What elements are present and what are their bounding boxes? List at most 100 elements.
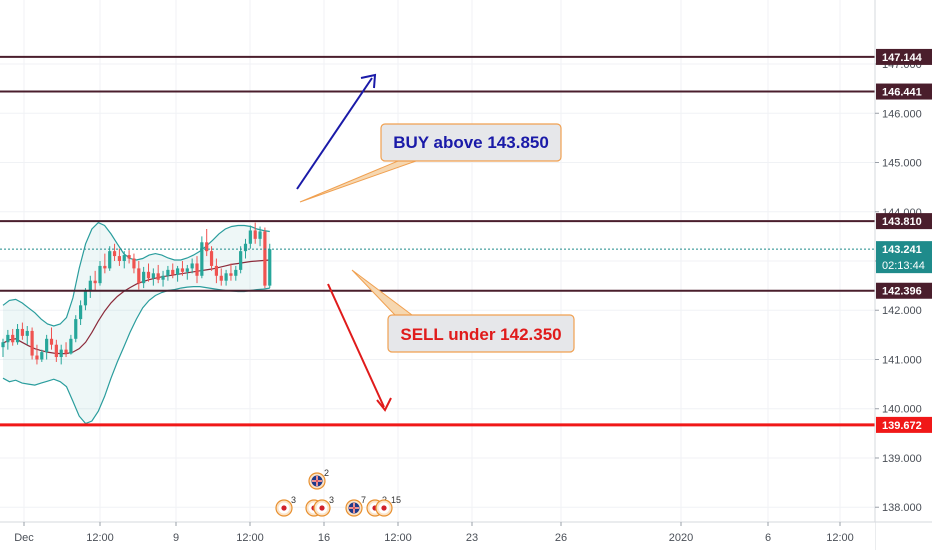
candle[interactable] xyxy=(122,251,126,269)
candle[interactable] xyxy=(205,228,209,257)
candle[interactable] xyxy=(69,334,73,355)
candle[interactable] xyxy=(103,253,107,274)
price-tick-label: 142.000 xyxy=(882,305,922,317)
candle[interactable] xyxy=(166,265,170,281)
candle[interactable] xyxy=(108,246,112,271)
candle[interactable] xyxy=(151,268,155,286)
candle[interactable] xyxy=(239,246,243,274)
price-axis-panel[interactable] xyxy=(875,0,932,550)
candles[interactable] xyxy=(1,222,272,365)
sell-callout[interactable]: SELL under 142.350 xyxy=(351,269,575,353)
level-147-144-label[interactable]: 147.144 xyxy=(876,48,932,65)
economic-events[interactable]: 3237315 xyxy=(275,468,401,517)
candle[interactable] xyxy=(83,288,88,311)
candle[interactable] xyxy=(49,327,54,350)
candle[interactable] xyxy=(176,265,180,282)
candle[interactable] xyxy=(195,256,199,284)
price-label-bg xyxy=(876,282,932,299)
level-139-672-label[interactable]: 139.672 xyxy=(876,416,932,433)
candle[interactable] xyxy=(200,236,204,279)
current-price-label[interactable]: 143.241 02:13:44 xyxy=(876,241,932,274)
candle-body xyxy=(229,273,233,276)
candle[interactable] xyxy=(112,243,117,261)
price-labels[interactable]: 147.144 146.441 143.810 142.396 139.672 143.2… xyxy=(876,48,932,433)
event-marker-dot[interactable]: 3 xyxy=(313,495,334,517)
candle-body xyxy=(54,344,58,358)
candle[interactable] xyxy=(137,261,141,290)
candle[interactable] xyxy=(253,222,257,244)
candle-body xyxy=(156,273,160,280)
candle[interactable] xyxy=(268,243,272,289)
callouts[interactable]: BUY above 143.850 SELL under 142.350 xyxy=(299,123,575,353)
price-tick-label: 138.000 xyxy=(882,502,922,514)
price-tick-label: 139.000 xyxy=(882,453,922,465)
level-143-810-label[interactable]: 143.810 xyxy=(876,213,932,230)
candle[interactable] xyxy=(30,327,34,360)
candle[interactable] xyxy=(20,322,24,340)
horizontal-levels[interactable] xyxy=(0,55,875,427)
candle[interactable] xyxy=(11,328,15,346)
candle-body xyxy=(1,342,5,348)
candle[interactable] xyxy=(93,270,97,291)
candle-body xyxy=(219,275,223,281)
event-marker-flag[interactable]: 2 xyxy=(308,468,329,490)
price-tick-label: 145.000 xyxy=(882,158,922,170)
candle[interactable] xyxy=(54,339,58,362)
candle-body xyxy=(40,352,44,360)
candle[interactable] xyxy=(214,258,218,284)
time-axis-ticks: Dec 12:00 9 12:00 16 12:00 23 26 2020 6 12:00 xyxy=(14,522,854,544)
candle[interactable] xyxy=(15,324,20,345)
candle[interactable] xyxy=(224,269,228,286)
event-marker-dot[interactable]: 3 xyxy=(275,495,296,517)
candle[interactable] xyxy=(248,225,252,249)
buy-arrow[interactable] xyxy=(296,77,373,190)
candle[interactable] xyxy=(45,334,49,360)
candle[interactable] xyxy=(6,329,10,350)
event-count: 15 xyxy=(391,495,401,505)
candle[interactable] xyxy=(185,264,189,280)
event-dot-icon xyxy=(281,505,287,511)
candle[interactable] xyxy=(1,338,5,358)
level-142-396-label[interactable]: 142.396 xyxy=(876,282,932,299)
candle[interactable] xyxy=(209,246,214,271)
trend-arrows[interactable] xyxy=(296,73,392,412)
candle[interactable] xyxy=(219,268,223,286)
candle[interactable] xyxy=(40,349,44,362)
candle[interactable] xyxy=(263,227,267,289)
candle[interactable] xyxy=(142,266,146,289)
candle-body xyxy=(59,349,63,358)
candle[interactable] xyxy=(64,342,68,358)
candle[interactable] xyxy=(132,253,136,274)
event-dot-icon xyxy=(319,505,325,511)
time-axis-panel[interactable] xyxy=(0,522,875,550)
candle[interactable] xyxy=(74,315,78,343)
candle[interactable] xyxy=(171,263,175,279)
candle[interactable] xyxy=(258,226,262,247)
candle[interactable] xyxy=(59,344,63,365)
candle[interactable] xyxy=(117,248,121,266)
level-146-441-label[interactable]: 146.441 xyxy=(876,83,932,100)
sell-arrow[interactable] xyxy=(327,283,385,408)
candle[interactable] xyxy=(190,258,194,274)
candle-body xyxy=(83,291,88,306)
price-label-text: 139.672 xyxy=(882,420,922,432)
candle[interactable] xyxy=(156,264,160,284)
event-marker-flag[interactable]: 7 xyxy=(345,495,366,517)
candle[interactable] xyxy=(161,270,165,287)
candle[interactable] xyxy=(79,300,83,326)
sell-callout-text: SELL under 142.350 xyxy=(400,325,561,344)
candle[interactable] xyxy=(229,263,233,281)
candle[interactable] xyxy=(35,344,39,365)
candle[interactable] xyxy=(88,275,92,298)
buy-callout[interactable]: BUY above 143.850 xyxy=(299,123,562,203)
candle[interactable] xyxy=(234,265,238,281)
price-tick-label: 140.000 xyxy=(882,404,922,416)
candle[interactable] xyxy=(127,250,131,264)
candle[interactable] xyxy=(25,326,29,345)
candle[interactable] xyxy=(98,261,102,286)
candle[interactable] xyxy=(180,261,185,276)
candle[interactable] xyxy=(146,263,151,282)
event-marker-dot[interactable]: 15 xyxy=(375,495,401,517)
candle-body xyxy=(268,249,272,286)
